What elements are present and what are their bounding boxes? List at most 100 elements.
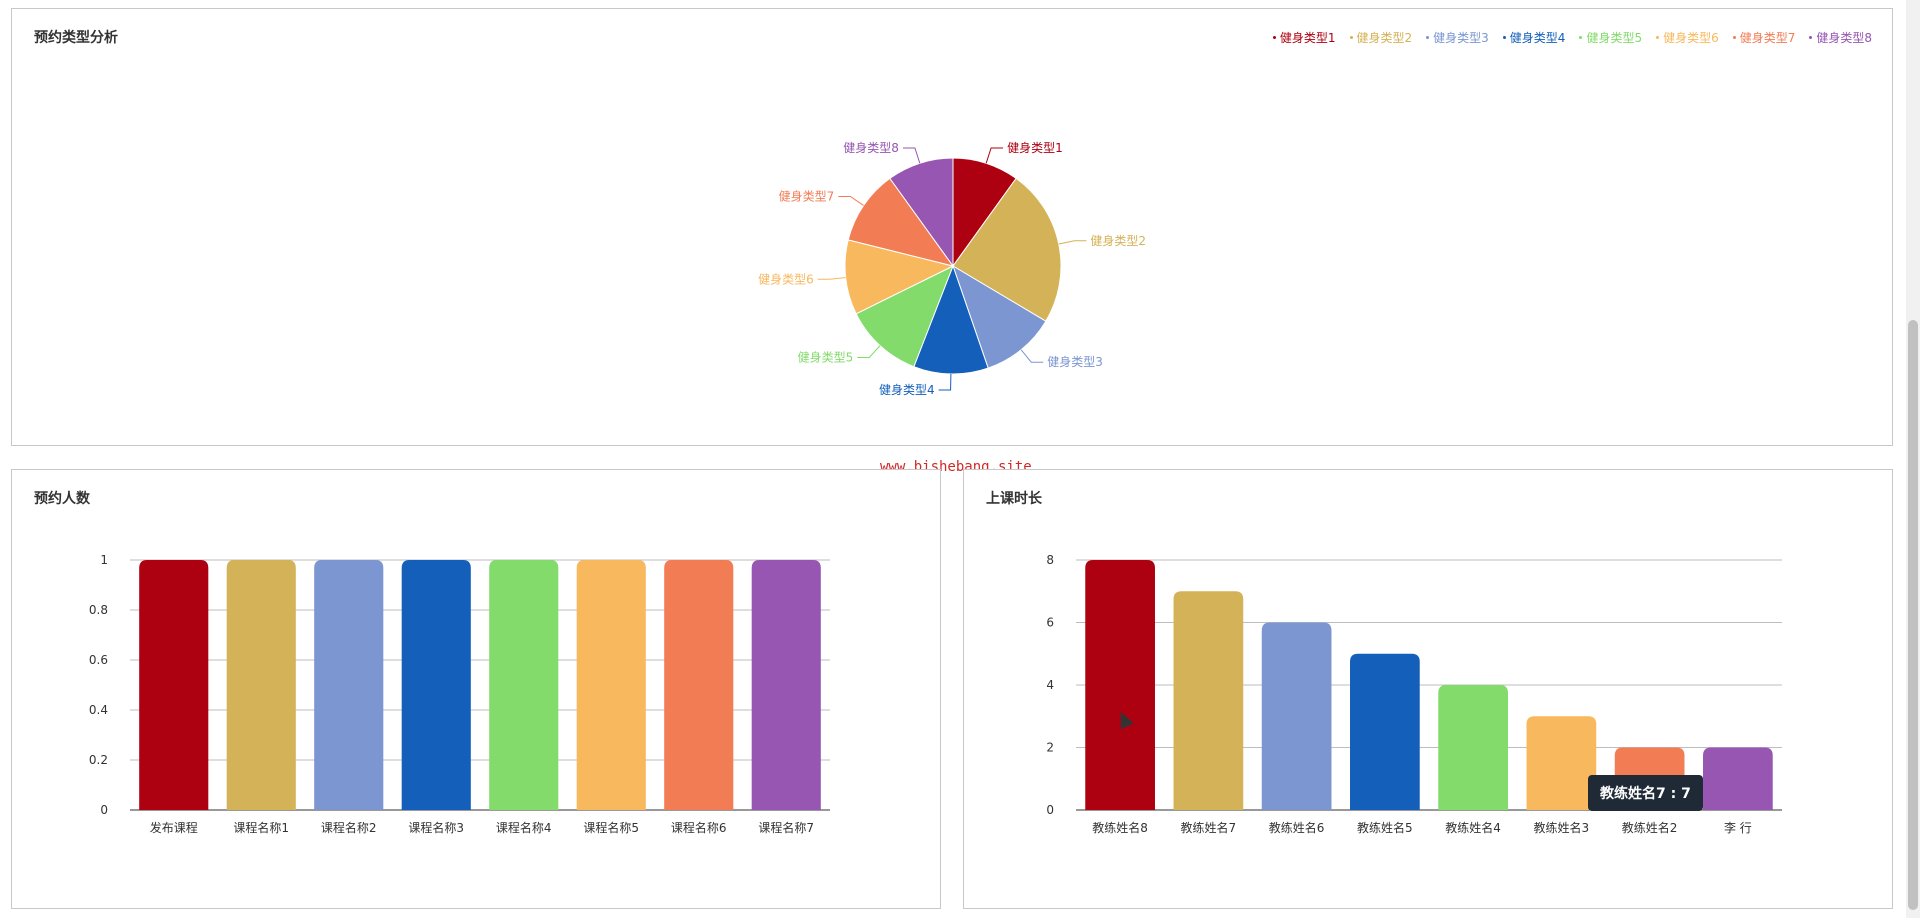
pie-slice[interactable] xyxy=(952,177,1062,322)
pie-legend: 健身类型1 健身类型2 健身类型3 健身类型4 健身类型5 健身类型6 健身类型7 健身类型8 xyxy=(1272,29,1872,46)
x-tick-label: 教练姓名5 xyxy=(1357,820,1413,835)
bar[interactable] xyxy=(1085,560,1155,810)
bar[interactable] xyxy=(751,560,821,810)
bar[interactable] xyxy=(1526,716,1597,810)
pie-chart: 健身类型1 健身类型2 健身类型3 健身类型4 健身类型5 健身类型6 健身类型7 健身类型8 xyxy=(758,140,1146,397)
y-tick-label: 6 xyxy=(1046,616,1054,630)
x-tick-label: 教练姓名2 xyxy=(1622,820,1678,835)
pie-slice[interactable] xyxy=(847,177,955,267)
x-tick-label: 教练姓名8 xyxy=(1092,820,1148,835)
scrollbar-thumb[interactable] xyxy=(1908,320,1918,910)
legend-item[interactable]: 健身类型8 xyxy=(1809,29,1872,46)
bar[interactable] xyxy=(1350,653,1420,810)
legend-label: 健身类型1 xyxy=(1279,31,1336,45)
pie-slice-label: 健身类型7 xyxy=(779,188,835,203)
y-tick-label: 0.2 xyxy=(89,753,108,767)
x-tick-label: 课程名称3 xyxy=(408,820,464,835)
legend-item[interactable]: 健身类型6 xyxy=(1656,29,1719,46)
pie-label-line xyxy=(838,195,864,206)
legend-label: 健身类型3 xyxy=(1433,31,1489,45)
x-tick-label: 课程名称2 xyxy=(321,820,377,835)
bar[interactable] xyxy=(139,560,209,810)
legend-item[interactable]: 健身类型1 xyxy=(1272,29,1336,46)
pie-slice[interactable] xyxy=(952,264,1047,369)
legend-item[interactable]: 健身类型4 xyxy=(1502,29,1566,46)
legend-item[interactable]: 健身类型7 xyxy=(1732,29,1796,46)
pie-label-line xyxy=(938,373,952,391)
x-tick-label: 课程名称1 xyxy=(233,820,289,835)
x-tick-label: 教练姓名6 xyxy=(1269,820,1325,835)
bar[interactable] xyxy=(1261,622,1332,811)
legend-label: 健身类型8 xyxy=(1816,31,1872,45)
bar[interactable] xyxy=(1173,591,1244,810)
pie-slice[interactable] xyxy=(889,157,954,268)
y-tick-label: 4 xyxy=(1046,678,1054,692)
y-tick-label: 2 xyxy=(1046,741,1054,755)
y-tick-label: 8 xyxy=(1046,553,1054,567)
legend-dot-icon xyxy=(1272,36,1276,39)
legend-dot-icon xyxy=(1349,36,1353,39)
legend-item[interactable]: 健身类型2 xyxy=(1349,29,1413,46)
x-tick-label: 教练姓名3 xyxy=(1534,820,1590,835)
x-tick-label: 课程名称7 xyxy=(758,820,814,835)
bar-tooltip: 教练姓名7 : 7 xyxy=(1588,775,1703,811)
pie-slice-label: 健身类型8 xyxy=(843,140,899,155)
legend-label: 健身类型7 xyxy=(1739,31,1796,45)
bar[interactable] xyxy=(226,560,296,810)
bar[interactable] xyxy=(576,560,646,810)
y-tick-label: 0.4 xyxy=(89,703,108,717)
legend-label: 健身类型5 xyxy=(1586,31,1643,45)
pie-slice-label: 健身类型3 xyxy=(1047,354,1103,369)
pie-slice-label: 健身类型1 xyxy=(1007,140,1063,155)
bar[interactable] xyxy=(401,560,471,810)
x-tick-label: 教练姓名4 xyxy=(1445,820,1501,835)
pie-label-line xyxy=(1020,349,1044,363)
bar-chart-enrollment: 0 0.2 0.4 0.6 0.8 1 发布课程 课程名称1 课程名称2 课程名称3 课程名称4 课程… xyxy=(89,553,830,835)
bar-chart-enrollment-title: 预约人数 xyxy=(34,491,90,507)
pie-label-line xyxy=(857,345,881,358)
y-tick-label: 0.8 xyxy=(89,603,108,617)
pie-chart-panel: 预约类型分析 健身类型1 健身类型2 健身类型3 健身类型4 健身类型5 健身类型6 健身类… xyxy=(11,8,1893,446)
legend-label: 健身类型2 xyxy=(1356,31,1413,45)
pie-slice-label: 健身类型4 xyxy=(879,382,935,397)
pie-slice[interactable] xyxy=(913,264,989,375)
bar[interactable] xyxy=(314,560,384,810)
pie-slice-label: 健身类型6 xyxy=(758,271,814,286)
legend-item[interactable]: 健身类型5 xyxy=(1579,29,1642,46)
legend-dot-icon xyxy=(1426,36,1430,39)
legend-label: 健身类型4 xyxy=(1509,31,1566,45)
y-tick-label: 1 xyxy=(100,553,108,567)
bar[interactable] xyxy=(1438,685,1508,810)
y-tick-label: 0 xyxy=(100,803,108,817)
bar-chart-duration: 0 2 4 6 8 教练姓名8 教练姓名7 教练姓名6 教练姓名5 教练姓名4 教练姓名3 教练姓名2… xyxy=(1046,553,1782,835)
pie-chart-title: 预约类型分析 xyxy=(34,30,118,46)
y-tick-label: 0.6 xyxy=(89,653,108,667)
y-tick-label: 0 xyxy=(1046,803,1054,817)
pie-slice[interactable] xyxy=(844,239,955,315)
pie-slice-label: 健身类型2 xyxy=(1090,233,1146,248)
pie-label-line xyxy=(817,277,846,280)
bar-chart-duration-title: 上课时长 xyxy=(986,491,1042,507)
bar[interactable] xyxy=(489,560,559,810)
legend-dot-icon xyxy=(1579,36,1583,39)
legend-label: 健身类型6 xyxy=(1663,31,1719,45)
bar[interactable] xyxy=(664,560,734,810)
x-tick-label: 李 行 xyxy=(1724,820,1752,835)
legend-dot-icon xyxy=(1502,36,1506,39)
bar[interactable] xyxy=(1703,747,1773,811)
pie-slice-label: 健身类型5 xyxy=(798,349,854,364)
x-tick-label: 课程名称6 xyxy=(671,820,727,835)
pie-label-line xyxy=(985,147,1004,164)
legend-dot-icon xyxy=(1656,36,1660,39)
pie-label-line xyxy=(902,147,921,164)
legend-item[interactable]: 健身类型3 xyxy=(1426,29,1489,46)
pie-label-line xyxy=(1058,240,1087,245)
page-scrollbar[interactable] xyxy=(1906,0,1920,918)
x-tick-label: 教练姓名7 xyxy=(1181,820,1237,835)
legend-dot-icon xyxy=(1732,36,1736,39)
bar-chart-enrollment-panel: 预约人数 0 0.2 0.4 0.6 0.8 1 发布课程 课程名称1 课程名称2 课程名称3 课程… xyxy=(11,469,941,909)
x-tick-label: 发布课程 xyxy=(150,820,198,835)
legend-dot-icon xyxy=(1809,36,1813,39)
x-tick-label: 课程名称4 xyxy=(496,820,552,835)
x-tick-label: 课程名称5 xyxy=(583,820,639,835)
